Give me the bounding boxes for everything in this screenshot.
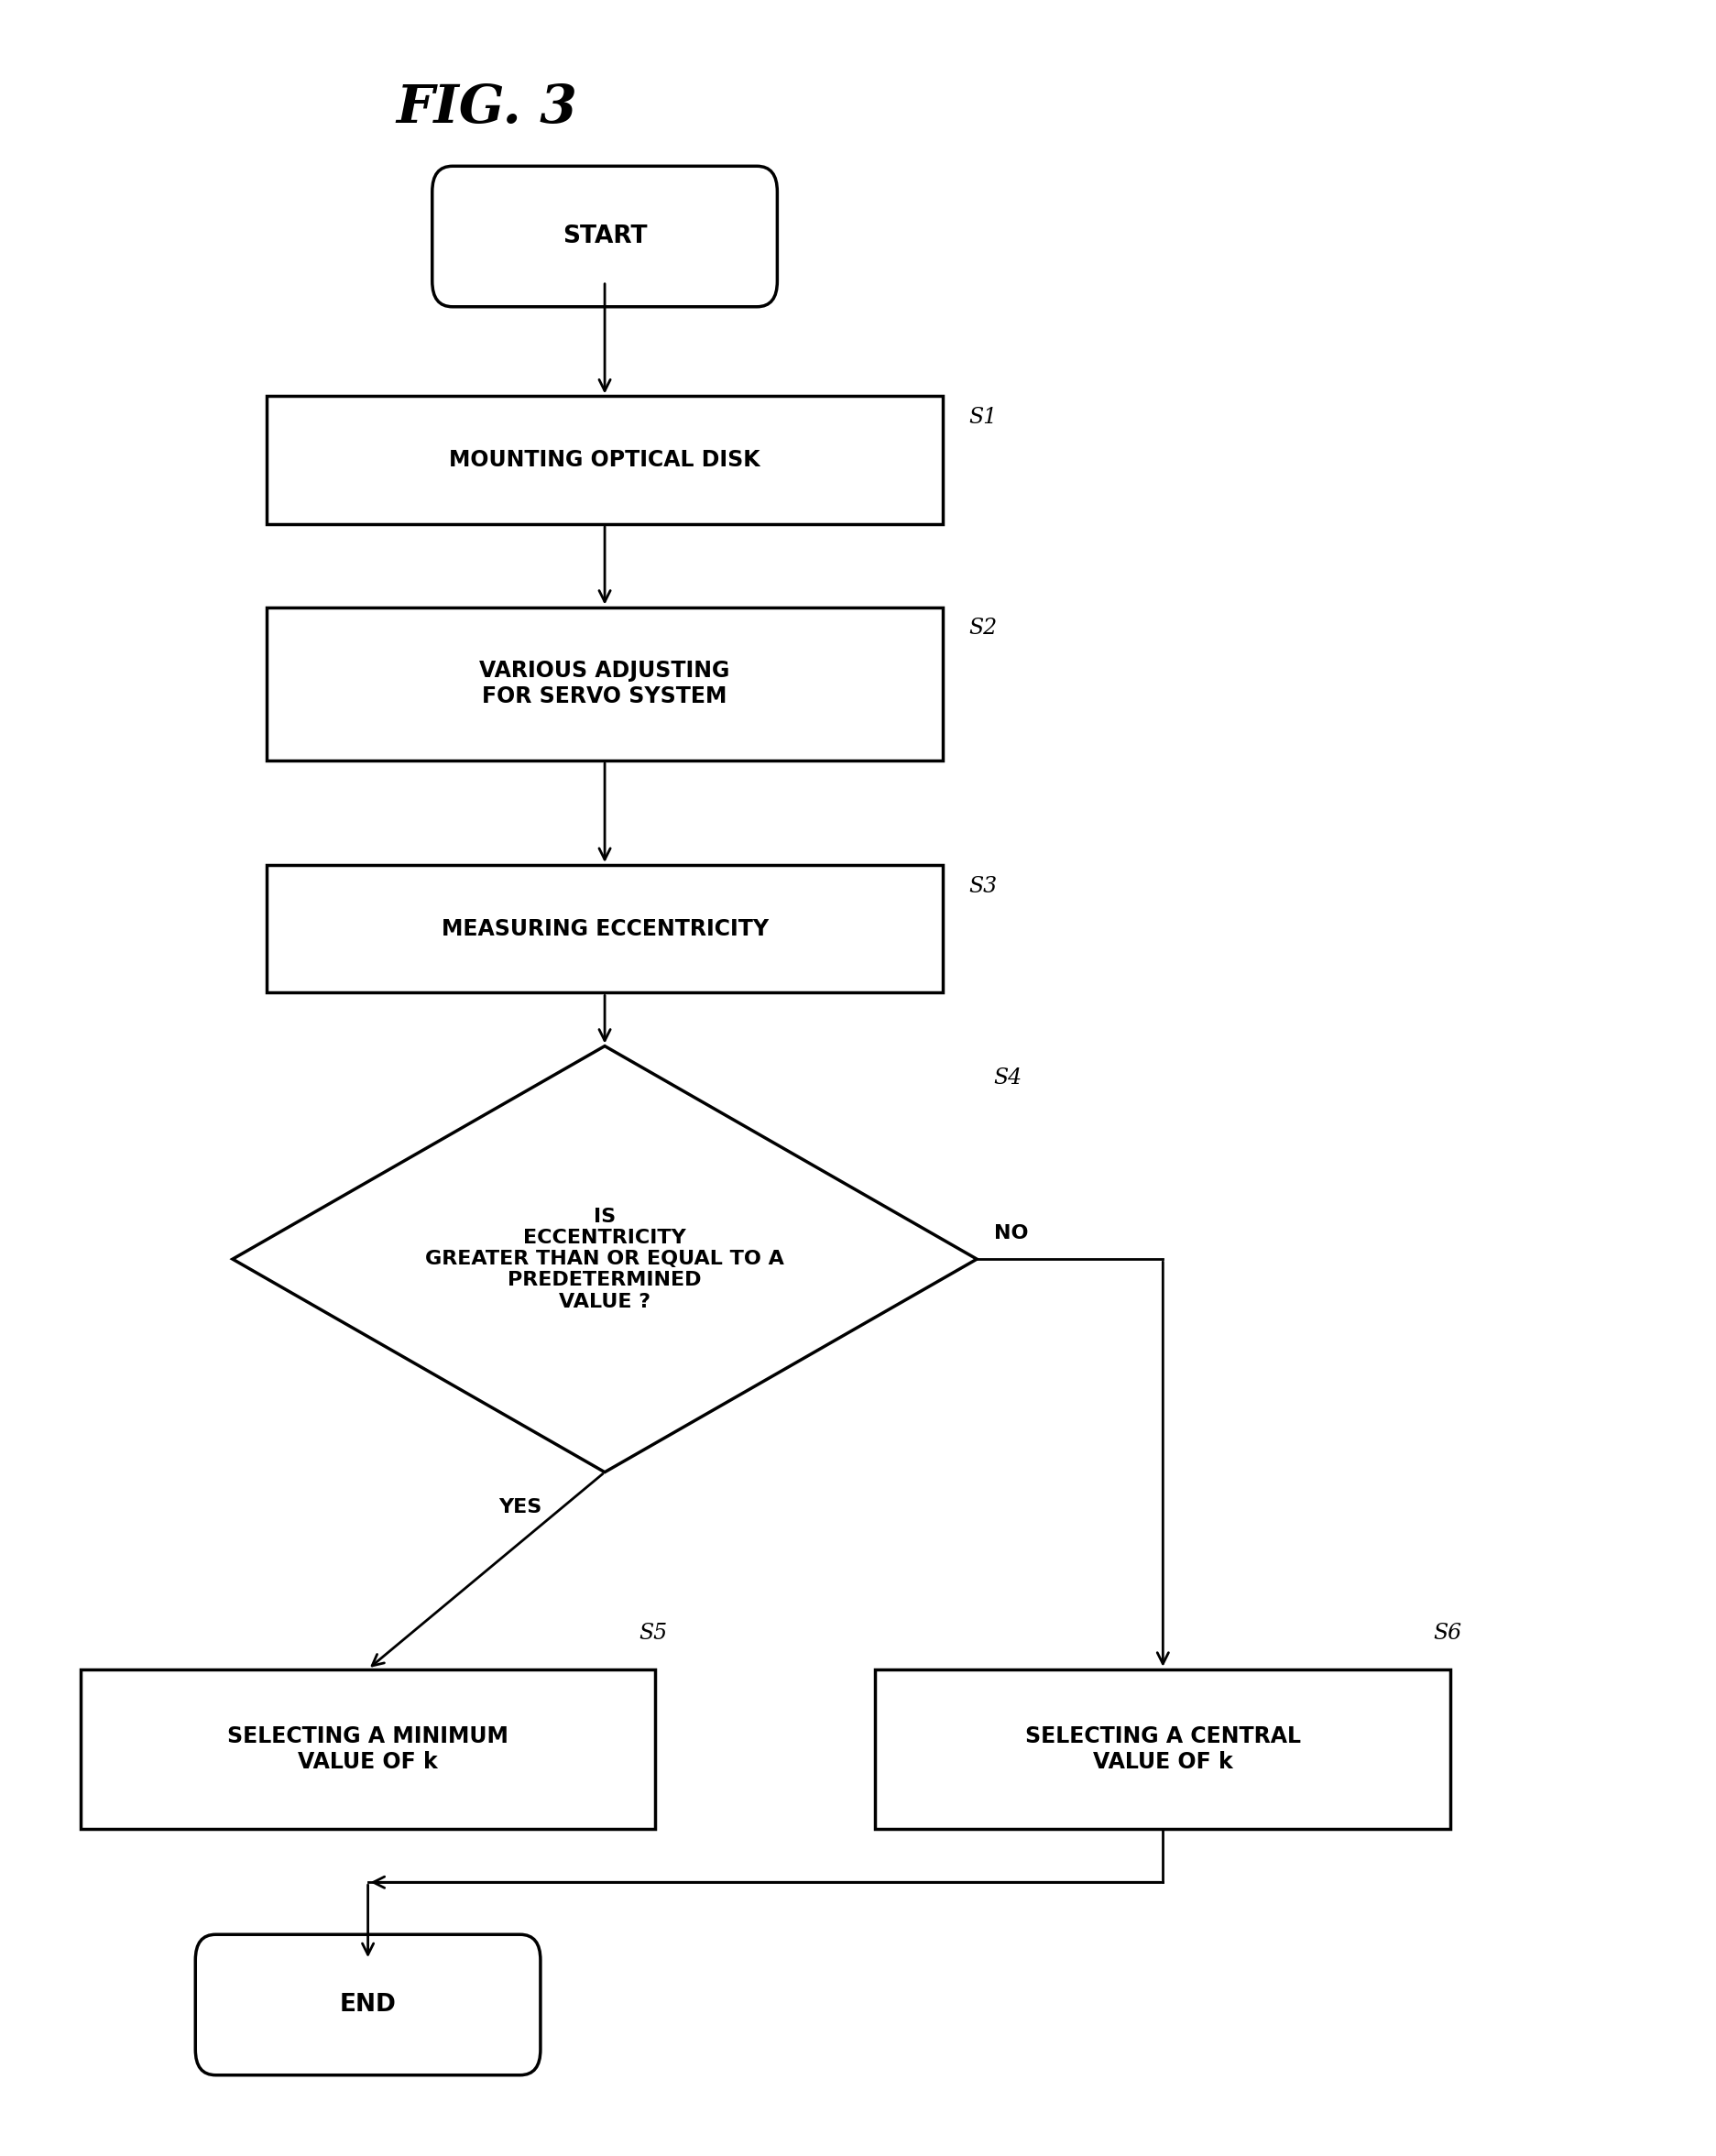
Bar — [81, 1669, 656, 1828]
FancyBboxPatch shape — [196, 1934, 541, 2074]
Text: FIG. 3: FIG. 3 — [395, 82, 577, 134]
Text: S6: S6 — [1433, 1623, 1462, 1643]
Text: SELECTING A CENTRAL
VALUE OF k: SELECTING A CENTRAL VALUE OF k — [1024, 1725, 1301, 1772]
Bar — [266, 608, 942, 761]
Bar — [266, 397, 942, 524]
Text: MEASURING ECCENTRICITY: MEASURING ECCENTRICITY — [441, 918, 769, 940]
Text: MOUNTING OPTICAL DISK: MOUNTING OPTICAL DISK — [450, 448, 760, 472]
Text: S4: S4 — [994, 1067, 1021, 1089]
Text: END: END — [340, 1992, 396, 2016]
Text: S2: S2 — [968, 619, 997, 638]
Text: S1: S1 — [968, 407, 997, 427]
Polygon shape — [232, 1046, 976, 1473]
Text: S5: S5 — [638, 1623, 668, 1643]
Text: START: START — [563, 224, 647, 248]
Text: YES: YES — [498, 1498, 542, 1516]
Bar — [266, 865, 942, 992]
Text: SELECTING A MINIMUM
VALUE OF k: SELECTING A MINIMUM VALUE OF k — [227, 1725, 508, 1772]
Text: S3: S3 — [968, 875, 997, 897]
Text: NO: NO — [994, 1225, 1028, 1242]
FancyBboxPatch shape — [432, 166, 777, 306]
Bar — [875, 1669, 1450, 1828]
Text: VARIOUS ADJUSTING
FOR SERVO SYSTEM: VARIOUS ADJUSTING FOR SERVO SYSTEM — [479, 660, 729, 707]
Text: IS
ECCENTRICITY
GREATER THAN OR EQUAL TO A
PREDETERMINED
VALUE ?: IS ECCENTRICITY GREATER THAN OR EQUAL TO… — [426, 1207, 784, 1311]
